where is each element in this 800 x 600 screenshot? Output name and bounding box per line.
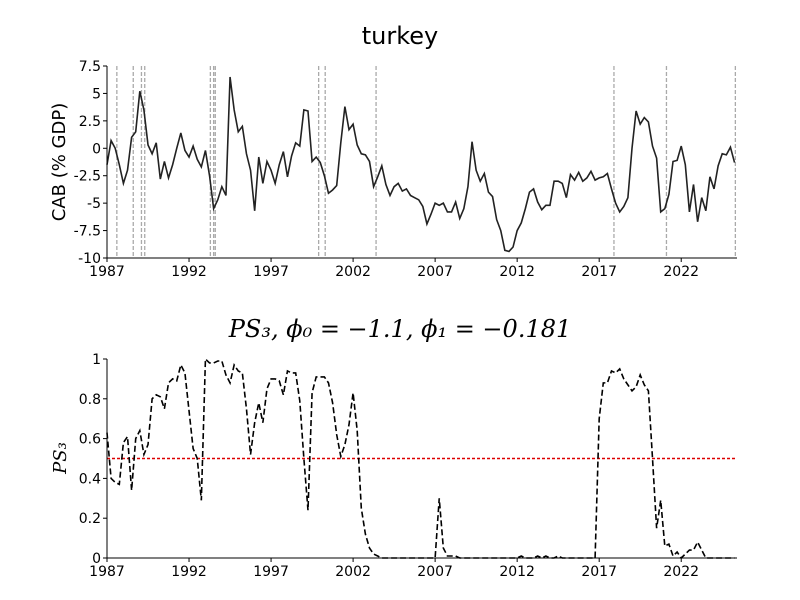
x-tick-label: 1997 — [253, 564, 289, 580]
x-tick-label: 2002 — [335, 264, 371, 280]
x-tick-label: 1987 — [89, 264, 125, 280]
x-tick-label: 2002 — [335, 564, 371, 580]
chart-title: PS₃, ϕ₀ = −1.1, ϕ₁ = −0.181 — [228, 315, 572, 343]
x-tick-label: 1992 — [171, 264, 207, 280]
y-tick-label: 0 — [92, 141, 101, 157]
x-tick-label: 2017 — [581, 564, 617, 580]
y-tick-label: -10 — [78, 251, 101, 267]
y-tick-label: 0.8 — [79, 392, 101, 408]
series-line — [106, 76, 736, 253]
x-tick-label: 2012 — [499, 264, 535, 280]
x-tick-label: 1992 — [171, 564, 207, 580]
chart-title: turkey — [362, 22, 439, 50]
y-tick-label: 7.5 — [79, 59, 101, 75]
x-tick-label: 2007 — [417, 264, 453, 280]
y-tick-label: 5 — [92, 86, 101, 102]
series-line — [106, 357, 735, 560]
y-tick-label: 1 — [92, 352, 101, 368]
x-tick-label: 2007 — [417, 564, 453, 580]
y-axis-label: CAB (% GDP) — [49, 103, 70, 222]
x-tick-label: 2022 — [663, 564, 699, 580]
x-tick-label: 1987 — [89, 564, 125, 580]
y-tick-label: 0.2 — [79, 511, 101, 527]
y-axis-label: PS₃ — [50, 442, 71, 475]
x-tick-label: 2022 — [663, 264, 699, 280]
x-tick-label: 1997 — [253, 264, 289, 280]
y-tick-label: 2.5 — [79, 114, 101, 130]
x-tick-label: 2017 — [581, 264, 617, 280]
y-tick-label: 0.4 — [79, 471, 101, 487]
y-tick-label: -7.5 — [74, 224, 101, 240]
y-tick-label: 0.6 — [79, 432, 101, 448]
y-tick-label: -2.5 — [74, 169, 101, 185]
y-tick-label: 0 — [92, 551, 101, 567]
y-tick-label: -5 — [87, 196, 101, 212]
x-tick-label: 2012 — [499, 564, 535, 580]
